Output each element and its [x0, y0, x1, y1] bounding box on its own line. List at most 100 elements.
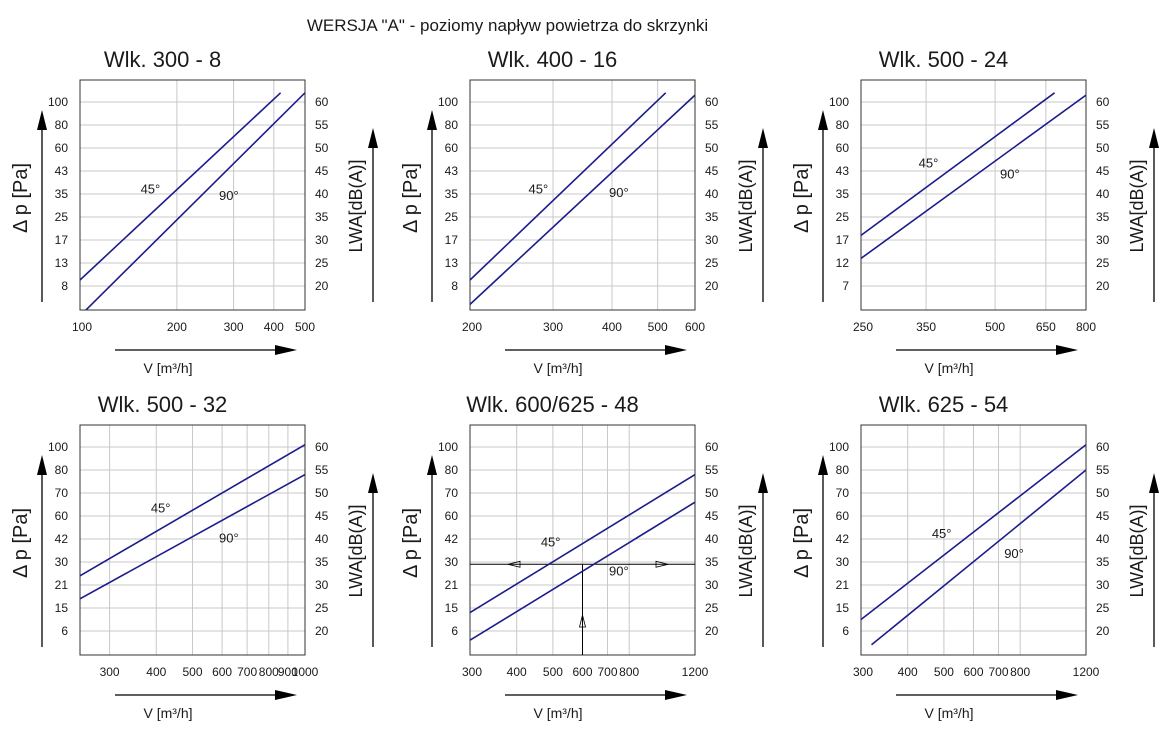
y-right-tick-label: 50	[705, 486, 719, 500]
x-tick-label: 800	[1010, 665, 1030, 679]
series-label-90: 90°	[1000, 166, 1020, 181]
y-right-tick-label: 25	[705, 601, 719, 615]
y-right-axis-label: LWA[dB(A)]	[736, 159, 756, 252]
x-tick-label: 300	[853, 665, 873, 679]
y-left-tick-label: 17	[445, 233, 459, 247]
y-right-tick-label: 55	[315, 463, 329, 477]
x-axis-arrowhead	[275, 345, 297, 355]
y-left-tick-label: 13	[445, 256, 459, 270]
x-tick-label: 600	[212, 665, 232, 679]
y-left-tick-label: 35	[445, 187, 459, 201]
y-right-tick-label: 25	[705, 256, 719, 270]
x-tick-label: 700	[237, 665, 257, 679]
y-right-tick-label: 35	[1096, 555, 1110, 569]
y-left-axis-label: Δ p [Pa]	[791, 508, 813, 578]
y-left-axis-arrowhead	[818, 110, 828, 130]
y-left-tick-label: 60	[445, 509, 459, 523]
y-right-axis-arrowhead	[758, 128, 768, 148]
y-left-tick-label: 80	[445, 463, 459, 477]
x-axis-arrowhead	[1056, 345, 1078, 355]
y-left-tick-label: 70	[55, 486, 69, 500]
x-tick-label: 400	[146, 665, 166, 679]
y-right-tick-label: 25	[1096, 601, 1110, 615]
chart-panel-3: Wlk. 500 - 24 100 80 60 43 35 25 17 12 7 60 55 50 45 4…	[791, 47, 1159, 376]
y-right-tick-label: 30	[315, 578, 329, 592]
series-label-90: 90°	[219, 188, 239, 203]
chart-title: Wlk. 400 - 16	[488, 47, 618, 72]
series-line-90	[861, 94, 1086, 260]
y-right-tick-label: 55	[1096, 463, 1110, 477]
y-right-tick-label: 30	[705, 578, 719, 592]
y-left-tick-label: 42	[445, 532, 459, 546]
x-tick-label: 500	[985, 320, 1005, 334]
y-left-tick-label: 42	[55, 532, 69, 546]
y-left-tick-label: 80	[836, 463, 850, 477]
chart-title: Wlk. 500 - 24	[879, 47, 1009, 72]
y-right-tick-label: 20	[705, 279, 719, 293]
y-left-tick-label: 60	[836, 509, 850, 523]
x-axis-label: V [m³/h]	[533, 705, 582, 721]
y-left-tick-label: 60	[55, 141, 69, 155]
series-label-90: 90°	[609, 563, 629, 578]
y-left-tick-label: 80	[55, 118, 69, 132]
y-left-tick-label: 100	[48, 440, 68, 454]
series-line-45	[80, 92, 282, 281]
y-left-tick-label: 60	[55, 509, 69, 523]
x-tick-label: 500	[295, 320, 315, 334]
x-tick-label: 500	[648, 320, 668, 334]
y-left-tick-label: 17	[55, 233, 69, 247]
y-right-axis-label: LWA[dB(A)]	[736, 504, 756, 597]
y-left-tick-label: 8	[451, 279, 458, 293]
y-right-tick-label: 20	[315, 279, 329, 293]
y-right-axis-arrowhead	[758, 473, 768, 493]
y-right-tick-label: 60	[705, 440, 719, 454]
y-left-tick-label: 100	[438, 440, 458, 454]
y-right-tick-label: 60	[1096, 440, 1110, 454]
y-right-tick-label: 40	[315, 187, 329, 201]
y-right-tick-label: 40	[1096, 532, 1110, 546]
x-tick-label: 300	[462, 665, 482, 679]
y-left-axis-arrowhead	[37, 455, 47, 475]
x-tick-label: 700	[598, 665, 618, 679]
series-line-45	[470, 92, 667, 281]
x-tick-label: 500	[934, 665, 954, 679]
x-tick-label: 400	[898, 665, 918, 679]
y-left-tick-label: 43	[445, 164, 459, 178]
series-label-45: 45°	[932, 526, 952, 541]
y-left-tick-label: 35	[836, 187, 850, 201]
y-right-axis-arrowhead	[1149, 473, 1159, 493]
y-right-tick-label: 30	[1096, 578, 1110, 592]
x-tick-label: 300	[543, 320, 563, 334]
y-left-tick-label: 15	[445, 601, 459, 615]
y-right-tick-label: 50	[705, 141, 719, 155]
x-axis-label: V [m³/h]	[143, 705, 192, 721]
y-left-tick-label: 6	[842, 624, 849, 638]
series-label-90: 90°	[219, 530, 239, 545]
y-left-tick-label: 80	[55, 463, 69, 477]
x-tick-label: 1000	[292, 665, 319, 679]
y-left-tick-label: 7	[842, 279, 849, 293]
y-left-axis-arrowhead	[818, 455, 828, 475]
y-left-tick-label: 13	[55, 256, 69, 270]
y-left-axis-arrowhead	[37, 110, 47, 130]
y-right-tick-label: 60	[315, 95, 329, 109]
x-tick-label: 800	[259, 665, 279, 679]
x-tick-label: 350	[916, 320, 936, 334]
series-label-45: 45°	[529, 181, 549, 196]
chart-title: Wlk. 300 - 8	[104, 47, 221, 72]
series-line-90	[470, 501, 695, 641]
y-right-tick-label: 55	[705, 118, 719, 132]
x-tick-label: 600	[685, 320, 705, 334]
series-line-90	[80, 473, 305, 600]
chart-panel-4: Wlk. 500 - 32 100 80 70 60 42 30 21 15 6 60 55 50 45 4…	[10, 392, 378, 721]
y-left-tick-label: 25	[836, 210, 850, 224]
series-line-45	[470, 473, 695, 614]
example-reading-up-arrow	[578, 614, 587, 628]
y-right-tick-label: 60	[705, 95, 719, 109]
y-right-tick-label: 45	[1096, 164, 1110, 178]
y-left-axis-label: Δ p [Pa]	[10, 163, 32, 233]
y-left-tick-label: 60	[445, 141, 459, 155]
y-left-tick-label: 43	[836, 164, 850, 178]
y-right-tick-label: 20	[315, 624, 329, 638]
